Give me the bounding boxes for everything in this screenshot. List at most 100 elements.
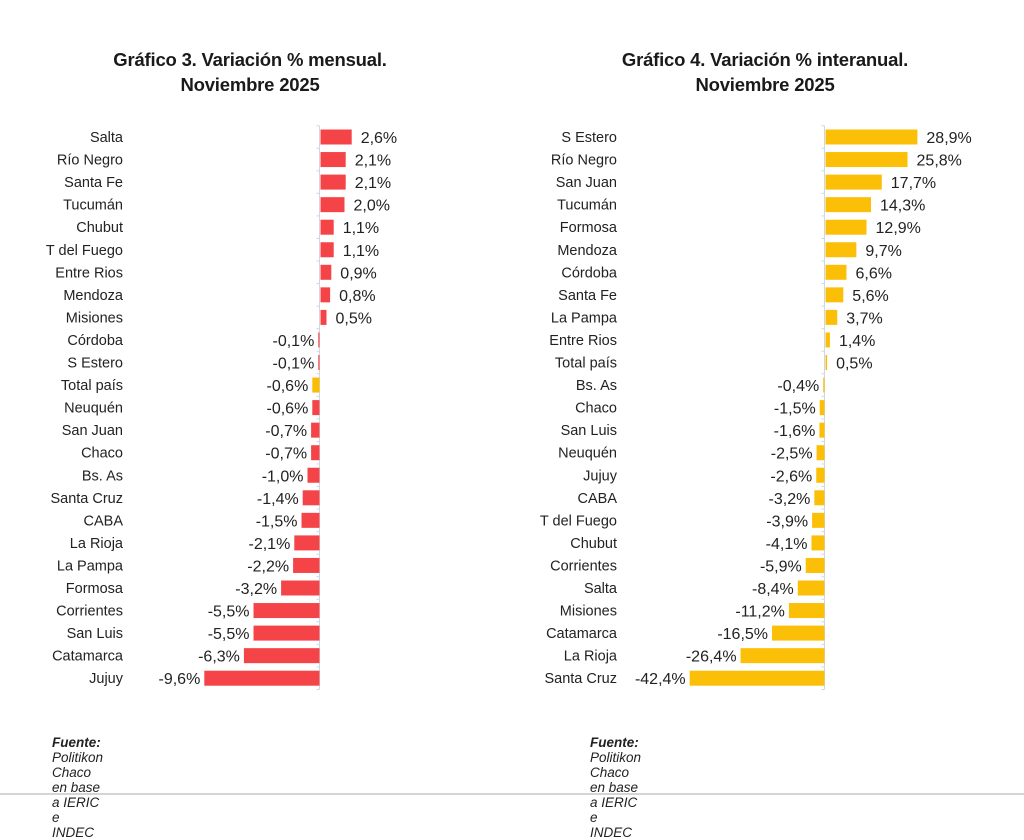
bar	[823, 377, 825, 393]
category-label: Río Negro	[551, 153, 617, 169]
category-label: Mendoza	[63, 288, 124, 304]
value-label: -5,5%	[208, 604, 250, 621]
bar	[819, 422, 825, 438]
category-label: Mendoza	[557, 243, 618, 259]
bar	[825, 174, 882, 190]
value-label: 0,8%	[339, 288, 375, 305]
bar	[825, 242, 857, 258]
bar	[253, 625, 320, 641]
bar	[312, 377, 320, 393]
bar	[825, 129, 918, 145]
bar	[293, 557, 320, 573]
bar	[740, 648, 825, 664]
value-label: 5,6%	[852, 288, 888, 305]
value-label: -0,6%	[267, 401, 309, 418]
value-label: 9,7%	[865, 243, 901, 260]
category-label: Bs. As	[576, 378, 617, 394]
bar	[318, 355, 320, 370]
bar	[320, 174, 346, 190]
value-label: 28,9%	[926, 130, 971, 147]
value-label: -1,0%	[262, 468, 304, 485]
value-label: 0,5%	[836, 356, 872, 373]
bar	[816, 467, 825, 483]
category-label: Córdoba	[561, 265, 618, 281]
bar	[825, 197, 871, 213]
category-label: Catamarca	[546, 626, 618, 642]
value-label: -9,6%	[159, 671, 201, 688]
bar	[302, 490, 320, 506]
category-label: Total país	[61, 378, 123, 394]
value-label: -0,6%	[267, 378, 309, 395]
category-label: T del Fuego	[46, 243, 123, 259]
value-label: 0,5%	[336, 310, 372, 327]
value-label: -2,2%	[247, 558, 289, 575]
value-label: 12,9%	[876, 220, 921, 237]
category-label: S Estero	[561, 130, 617, 146]
category-label: CABA	[84, 513, 124, 529]
category-label: Chubut	[570, 536, 617, 552]
value-label: -0,7%	[265, 423, 307, 440]
bar	[797, 580, 825, 596]
category-label: Total país	[555, 356, 617, 372]
bar	[320, 242, 334, 258]
bar	[320, 219, 334, 235]
bar	[311, 422, 320, 438]
value-label: -16,5%	[717, 626, 768, 643]
value-label: -3,2%	[235, 581, 277, 598]
source-label: Fuente:	[52, 735, 101, 750]
category-label: CABA	[578, 491, 618, 507]
category-label: Misiones	[66, 310, 123, 326]
category-label: Santa Cruz	[544, 671, 617, 687]
category-label: Santa Cruz	[50, 491, 123, 507]
chart-title-line2: Noviembre 2025	[695, 74, 835, 95]
bar	[320, 287, 331, 303]
bar	[812, 512, 825, 528]
bar	[825, 332, 830, 348]
value-label: 1,4%	[839, 333, 875, 350]
source-text: Politikon Chaco en base a IERIC e INDEC	[590, 750, 642, 840]
category-label: T del Fuego	[540, 513, 617, 529]
category-label: La Pampa	[551, 310, 618, 326]
category-label: Chaco	[81, 446, 123, 462]
bar	[689, 670, 825, 686]
bar	[312, 400, 320, 416]
value-label: 3,7%	[846, 310, 882, 327]
bar	[320, 309, 327, 325]
value-label: -42,4%	[635, 671, 686, 688]
value-label: -6,3%	[198, 649, 240, 666]
bar	[825, 309, 838, 325]
category-label: Santa Fe	[64, 175, 123, 191]
bar	[243, 648, 320, 664]
value-label: -2,6%	[770, 468, 812, 485]
category-label: Salta	[90, 130, 124, 146]
bar	[320, 264, 332, 280]
category-label: Entre Rios	[549, 333, 617, 349]
bar	[311, 445, 320, 461]
bar	[819, 400, 825, 416]
category-label: Corrientes	[56, 604, 123, 620]
source-text: Politikon Chaco en base a IERIC e INDEC	[52, 750, 104, 840]
category-label: Tucumán	[557, 198, 617, 214]
value-label: -2,1%	[249, 536, 291, 553]
bar	[320, 129, 352, 145]
bar-chart-yearly: S Estero 28,9% Río Negro 25,8% San Juan 17,7%…	[540, 125, 972, 690]
source-note-yearly: Fuente: Politikon Chaco en base a IERIC …	[590, 735, 641, 840]
category-label: Córdoba	[67, 333, 124, 349]
category-label: Santa Fe	[558, 288, 617, 304]
bar	[204, 670, 320, 686]
value-label: 0,9%	[340, 265, 376, 282]
bar	[811, 535, 825, 551]
value-label: 1,1%	[343, 220, 379, 237]
value-label: -11,2%	[735, 604, 785, 621]
value-label: -3,2%	[769, 491, 811, 508]
bottom-divider	[0, 793, 1024, 795]
value-label: 2,1%	[355, 153, 391, 170]
chart-title-line2: Noviembre 2025	[180, 74, 320, 95]
chart-title-yearly: Gráfico 4. Variación % interanual. Novie…	[545, 47, 985, 97]
value-label: 2,1%	[355, 175, 391, 192]
category-label: La Rioja	[564, 649, 618, 665]
value-label: -1,5%	[256, 513, 298, 530]
category-label: Catamarca	[52, 649, 124, 665]
value-label: 14,3%	[880, 198, 925, 215]
bar	[301, 512, 320, 528]
